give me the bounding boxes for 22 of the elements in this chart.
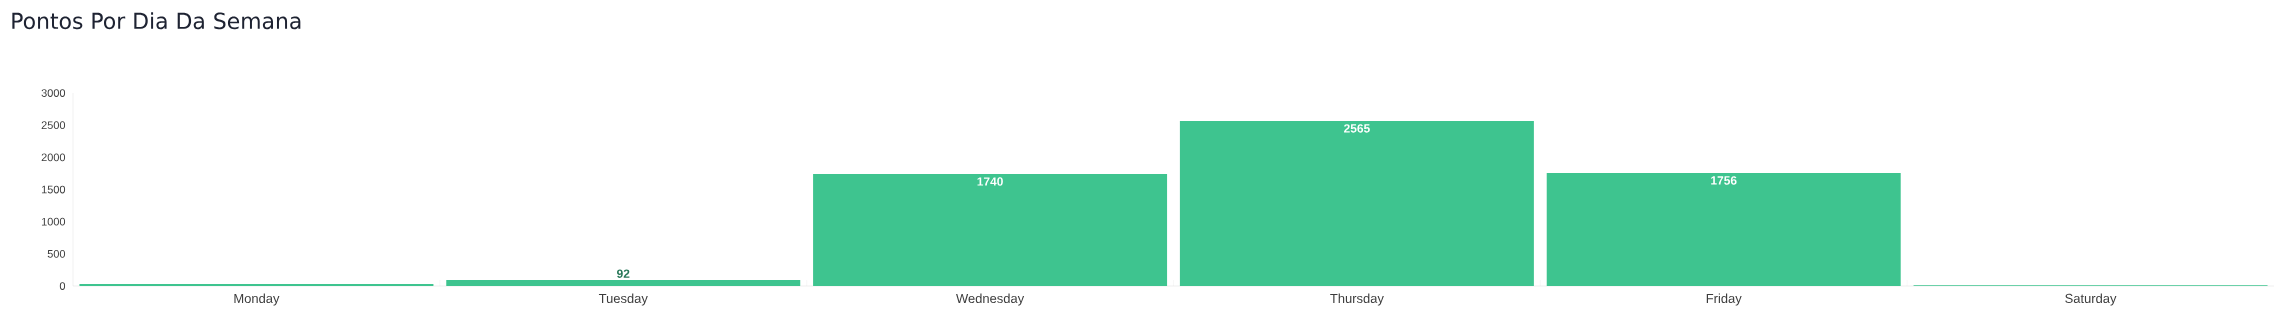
bar [813,174,1168,286]
bar [446,280,801,286]
chart-title: Pontos Por Dia Da Semana [12,12,301,30]
x-tick-label: Tuesday [598,293,648,306]
data-label: 2565 [1344,124,1370,133]
y-tick-label: 3000 [41,89,66,97]
y-tick-label: 2000 [41,153,66,162]
y-tick-label: 2500 [41,121,66,130]
data-label: 92 [617,269,630,278]
x-tick-label: Thursday [1330,293,1384,306]
y-tick-label: 1500 [41,185,66,194]
bar [1546,173,1901,286]
x-tick-label: Saturday [2065,293,2117,306]
y-tick-label: 0 [59,282,66,290]
y-tick-label: 500 [47,249,66,258]
x-tick-label: Friday [1706,293,1742,306]
bar [1179,120,1534,286]
x-tick-label: Monday [234,293,280,306]
data-label: 1756 [1711,176,1737,185]
data-label: 1740 [977,177,1003,186]
y-tick-label: 1000 [41,217,66,226]
x-tick-label: Wednesday [956,293,1025,306]
